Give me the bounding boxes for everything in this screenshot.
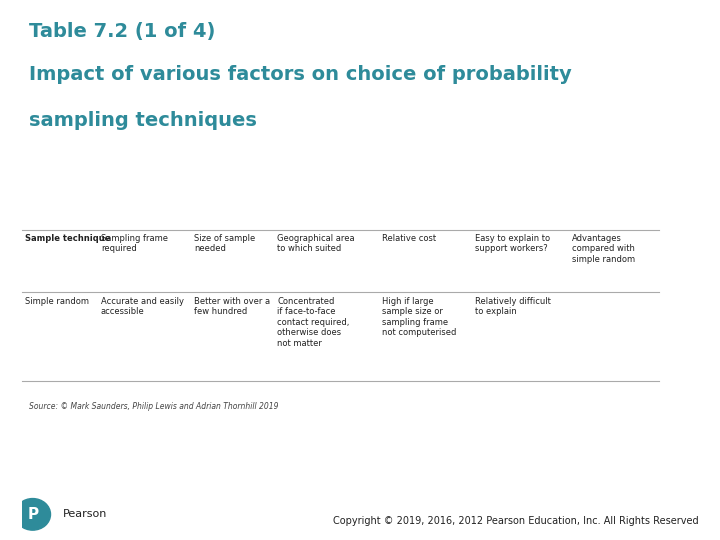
Text: Impact of various factors on choice of probability: Impact of various factors on choice of p…: [29, 65, 572, 84]
Text: Size of sample
needed: Size of sample needed: [194, 234, 256, 253]
Circle shape: [15, 498, 50, 530]
Text: Simple random: Simple random: [25, 297, 89, 306]
Text: P: P: [27, 507, 38, 522]
Text: High if large
sample size or
sampling frame
not computerised: High if large sample size or sampling fr…: [382, 297, 456, 337]
Text: Sample technique: Sample technique: [25, 234, 111, 243]
Text: Relatively difficult
to explain: Relatively difficult to explain: [475, 297, 551, 316]
Text: Concentrated
if face-to-face
contact required,
otherwise does
not matter: Concentrated if face-to-face contact req…: [277, 297, 350, 348]
Text: Easy to explain to
support workers?: Easy to explain to support workers?: [475, 234, 550, 253]
Text: Pearson: Pearson: [63, 509, 107, 519]
Text: Table 7.2 (1 of 4): Table 7.2 (1 of 4): [29, 22, 215, 40]
Text: sampling techniques: sampling techniques: [29, 111, 256, 130]
Text: Copyright © 2019, 2016, 2012 Pearson Education, Inc. All Rights Reserved: Copyright © 2019, 2016, 2012 Pearson Edu…: [333, 516, 698, 526]
Text: Relative cost: Relative cost: [382, 234, 436, 243]
Text: Accurate and easily
accessible: Accurate and easily accessible: [101, 297, 184, 316]
Text: Geographical area
to which suited: Geographical area to which suited: [277, 234, 355, 253]
Text: Better with over a
few hundred: Better with over a few hundred: [194, 297, 271, 316]
Text: Advantages
compared with
simple random: Advantages compared with simple random: [572, 234, 636, 264]
Text: Source: © Mark Saunders, Philip Lewis and Adrian Thornhill 2019: Source: © Mark Saunders, Philip Lewis an…: [29, 402, 279, 411]
Text: Sampling frame
required: Sampling frame required: [101, 234, 168, 253]
